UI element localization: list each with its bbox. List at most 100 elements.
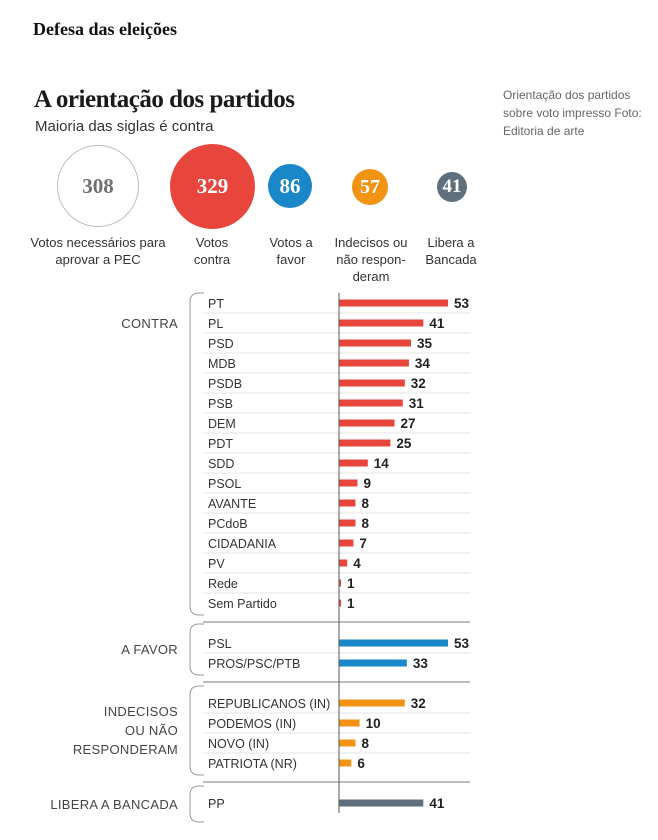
bubble-value: 329 [196, 174, 229, 198]
category-label: AVANTE [208, 497, 256, 511]
bar-value-label: 32 [411, 696, 426, 711]
bubble-free-vote: 41 [437, 172, 467, 202]
bubble-label-against: Votos contra [193, 235, 231, 267]
category-label: PROS/PSC/PTB [208, 657, 300, 671]
bar [339, 519, 356, 527]
bar-value-label: 25 [396, 436, 412, 451]
group-label-line: OU NÃO [124, 723, 178, 738]
bar-value-label: 7 [359, 536, 367, 551]
bar-value-label: 33 [413, 656, 429, 671]
category-label: PP [208, 797, 225, 811]
bubble-value: 57 [360, 175, 380, 198]
category-label: CIDADANIA [208, 537, 277, 551]
bubble-votes-against: 329 [170, 144, 255, 229]
bubble-value: 308 [82, 173, 114, 198]
bar [339, 739, 356, 747]
bar [339, 419, 395, 427]
group-bracket [189, 292, 204, 616]
bubble-value: 41 [442, 176, 462, 197]
section-title: Defesa das eleições [33, 19, 177, 39]
bar-value-label: 8 [361, 736, 369, 751]
group-label-line: RESPONDERAM [72, 742, 178, 757]
bar [339, 539, 354, 547]
category-label: Rede [208, 577, 238, 591]
bubble-label-for: Votos a favor [269, 235, 313, 267]
category-label: DEM [208, 417, 236, 431]
category-label: PSDB [208, 377, 242, 391]
bar-value-label: 9 [364, 476, 372, 491]
bar-value-label: 14 [374, 456, 390, 471]
bar [339, 399, 403, 407]
bar [339, 299, 448, 307]
bar [339, 459, 368, 467]
bar-value-label: 32 [411, 376, 426, 391]
bar-value-label: 35 [417, 336, 433, 351]
group-label: CONTRA [0, 314, 178, 333]
category-label: PATRIOTA (NR) [208, 757, 297, 771]
group-bracket [189, 623, 204, 676]
group-label: INDECISOS OU NÃO RESPONDERAM [0, 702, 178, 759]
group-label-line: A FAVOR [121, 642, 178, 657]
bar-value-label: 8 [361, 496, 369, 511]
bar-value-label: 53 [454, 636, 470, 651]
group-label-line: INDECISOS [103, 704, 178, 719]
bar [339, 639, 448, 647]
chart-title: A orientação dos partidos [34, 86, 295, 113]
image-caption: Orientação dos partidos sobre voto impre… [503, 88, 642, 138]
bar [339, 579, 342, 587]
group-bracket [189, 685, 204, 776]
bar [339, 479, 358, 487]
category-label: MDB [208, 357, 236, 371]
bubble-label-free: Libera a Bancada [425, 235, 477, 267]
bar-value-label: 53 [454, 296, 470, 311]
bar [339, 699, 405, 707]
bar-value-label: 1 [347, 596, 355, 611]
bar [339, 659, 407, 667]
group-label-line: LIBERA A BANCADA [50, 796, 178, 812]
bar-value-label: 6 [357, 756, 365, 771]
category-label: PV [208, 557, 225, 571]
category-label: PSD [208, 337, 234, 351]
bubble-label-undecided: Indecisos ou não respon-deram [334, 235, 408, 284]
bar [339, 499, 356, 507]
category-label: Sem Partido [208, 597, 277, 611]
bar [339, 599, 342, 607]
bar-value-label: 41 [429, 796, 445, 811]
bar-value-label: 27 [401, 416, 416, 431]
bar-value-label: 4 [353, 556, 361, 571]
bar-value-label: 8 [361, 516, 369, 531]
bubble-label-needed: Votos necessários para aprovar a PEC [30, 235, 166, 267]
bubble-value: 86 [279, 173, 301, 198]
bar [339, 339, 411, 347]
bubble-votes-for: 86 [268, 164, 312, 208]
group-label: A FAVOR [0, 640, 178, 659]
group-bracket [189, 785, 204, 823]
bar [339, 439, 391, 447]
category-label: NOVO (IN) [208, 737, 269, 751]
category-label: PSOL [208, 477, 241, 491]
bubble-needed-votes: 308 [57, 145, 139, 227]
bar-value-label: 34 [415, 356, 431, 371]
group-label: LIBERA A BANCADA [0, 795, 178, 814]
bubble-undecided: 57 [352, 169, 388, 205]
category-label: PSL [208, 637, 232, 651]
bar [339, 359, 409, 367]
category-label: PDT [208, 437, 233, 451]
bar-value-label: 10 [366, 716, 381, 731]
bar [339, 559, 348, 567]
bar [339, 719, 360, 727]
category-label: SDD [208, 457, 234, 471]
bar [339, 319, 424, 327]
bar-value-label: 31 [409, 396, 425, 411]
category-label: PT [208, 297, 224, 311]
category-label: PCdoB [208, 517, 248, 531]
category-label: REPUBLICANOS (IN) [208, 697, 330, 711]
chart-subtitle: Maioria das siglas é contra [35, 118, 214, 135]
category-label: PSB [208, 397, 233, 411]
bar [339, 759, 352, 767]
bar-value-label: 1 [347, 576, 355, 591]
bar-value-label: 41 [429, 316, 445, 331]
category-label: PODEMOS (IN) [208, 717, 296, 731]
bar [339, 379, 405, 387]
